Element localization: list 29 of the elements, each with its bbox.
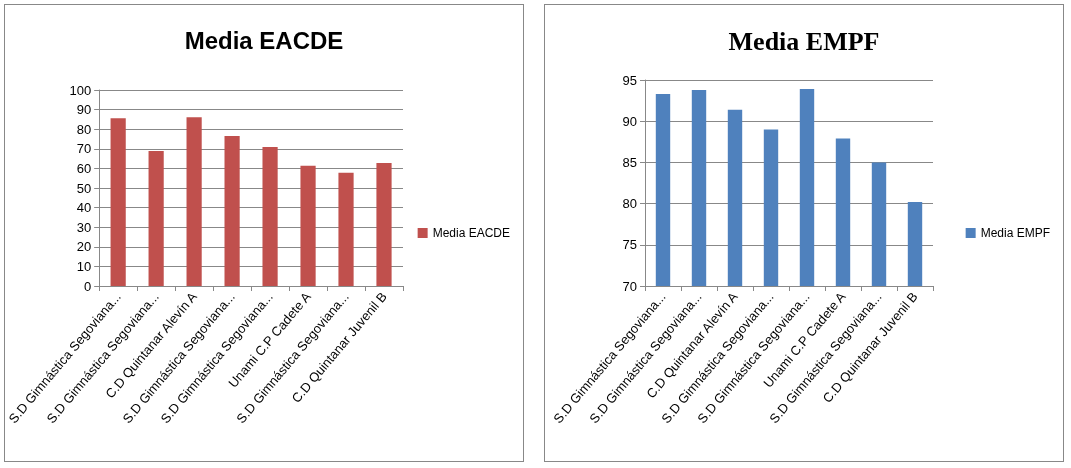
chart-title: Media EACDE [184,26,344,54]
y-tick-label: 70 [622,278,637,294]
y-tick-label: 85 [622,154,637,170]
bar [262,147,278,286]
chart-title: Media EMPF [728,26,880,56]
bar [224,136,240,286]
y-tick-label: 70 [76,141,92,157]
bar [110,118,126,286]
y-tick-label: 0 [83,278,92,294]
legend-label: Media EACDE [432,226,511,240]
y-tick-label: 20 [76,239,92,255]
y-tick-label: 90 [76,102,92,118]
y-tick-label: 10 [76,258,92,274]
bar [186,117,202,286]
y-tick-label: 100 [69,82,92,98]
y-tick-label: 90 [622,113,637,129]
y-tick-label: 60 [76,160,92,176]
y-tick-label: 50 [76,180,92,196]
bar [148,150,164,286]
y-tick-label: 80 [76,121,92,137]
y-tick-label: 30 [76,219,92,235]
y-tick-label: 80 [622,196,637,212]
bar [338,172,354,286]
bar [300,165,316,286]
y-tick-label: 40 [76,200,92,216]
legend-label: Media EMPF [980,226,1051,240]
bar [376,162,392,286]
y-tick-label: 75 [622,237,637,253]
y-tick-label: 95 [622,72,637,88]
